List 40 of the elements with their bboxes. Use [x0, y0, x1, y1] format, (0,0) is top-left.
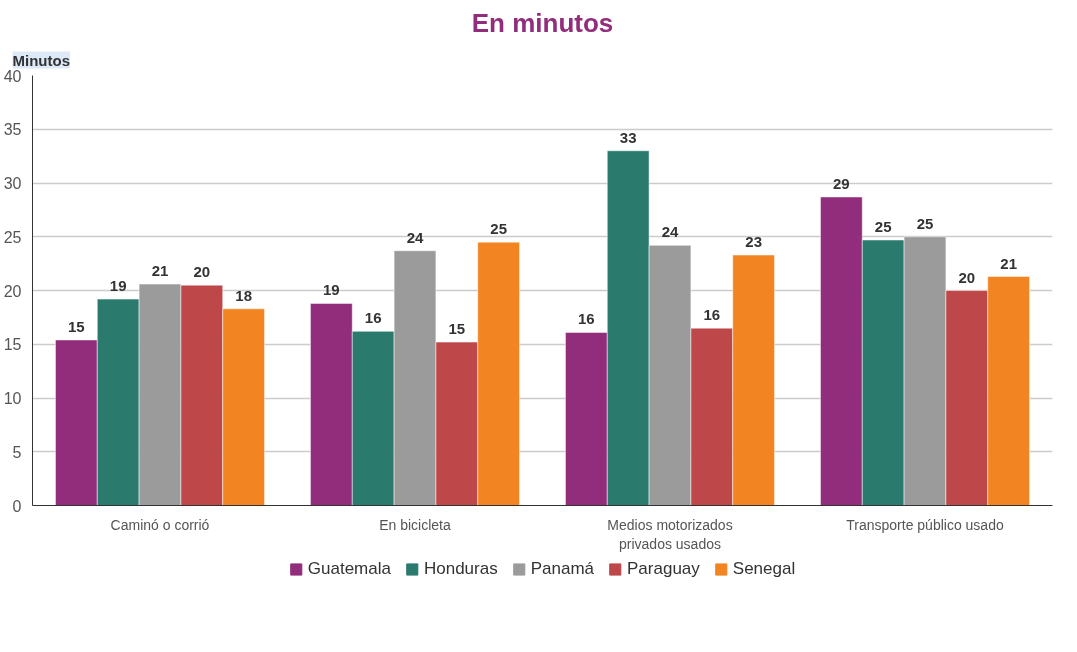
- y-tick-label: 15: [3, 336, 22, 354]
- data-label: 24: [661, 223, 679, 241]
- data-label: 29: [833, 174, 850, 192]
- data-label: 20: [958, 268, 976, 286]
- data-label: 25: [916, 214, 934, 232]
- data-label: 24: [406, 228, 424, 246]
- chart-title: En minutos: [471, 7, 614, 38]
- data-label: 21: [151, 262, 169, 280]
- data-label: 16: [703, 306, 721, 324]
- y-tick-label: 5: [12, 443, 22, 461]
- y-tick-label: 30: [3, 175, 22, 192]
- x-tick-label: Transporte público usado: [846, 516, 1004, 533]
- y-tick-label: 35: [3, 121, 22, 139]
- data-label: 15: [68, 317, 85, 335]
- data-label: 19: [323, 281, 340, 299]
- data-label: 23: [745, 233, 762, 251]
- legend-label: Panamá: [530, 559, 595, 579]
- data-label: 20: [193, 263, 211, 281]
- data-label: 25: [490, 220, 507, 238]
- legend-label: Guatemala: [307, 559, 391, 579]
- x-tick-label: En bicicleta: [379, 516, 452, 533]
- data-label: 18: [235, 286, 252, 304]
- y-axis-title: Minutos: [12, 51, 70, 69]
- x-tick-label: Medios motorizados privados usados: [607, 516, 733, 552]
- data-label: 25: [874, 217, 892, 235]
- y-tick-label: 0: [12, 497, 22, 515]
- data-label: 16: [578, 310, 595, 328]
- y-tick-label: 20: [3, 282, 22, 300]
- data-label: 16: [364, 309, 382, 327]
- legend-label: Paraguay: [627, 559, 700, 579]
- data-label: 33: [619, 128, 637, 146]
- y-tick-label: 10: [3, 390, 22, 407]
- y-tick-label: 40: [3, 67, 22, 85]
- data-label: 15: [448, 320, 466, 338]
- data-label: 21: [1000, 254, 1017, 272]
- legend-label: Honduras: [423, 559, 498, 579]
- legend-label: Senegal: [732, 559, 796, 579]
- data-label: 19: [109, 277, 127, 295]
- y-tick-label: 25: [3, 228, 22, 246]
- x-tick-label: Caminó o corrió: [110, 516, 210, 533]
